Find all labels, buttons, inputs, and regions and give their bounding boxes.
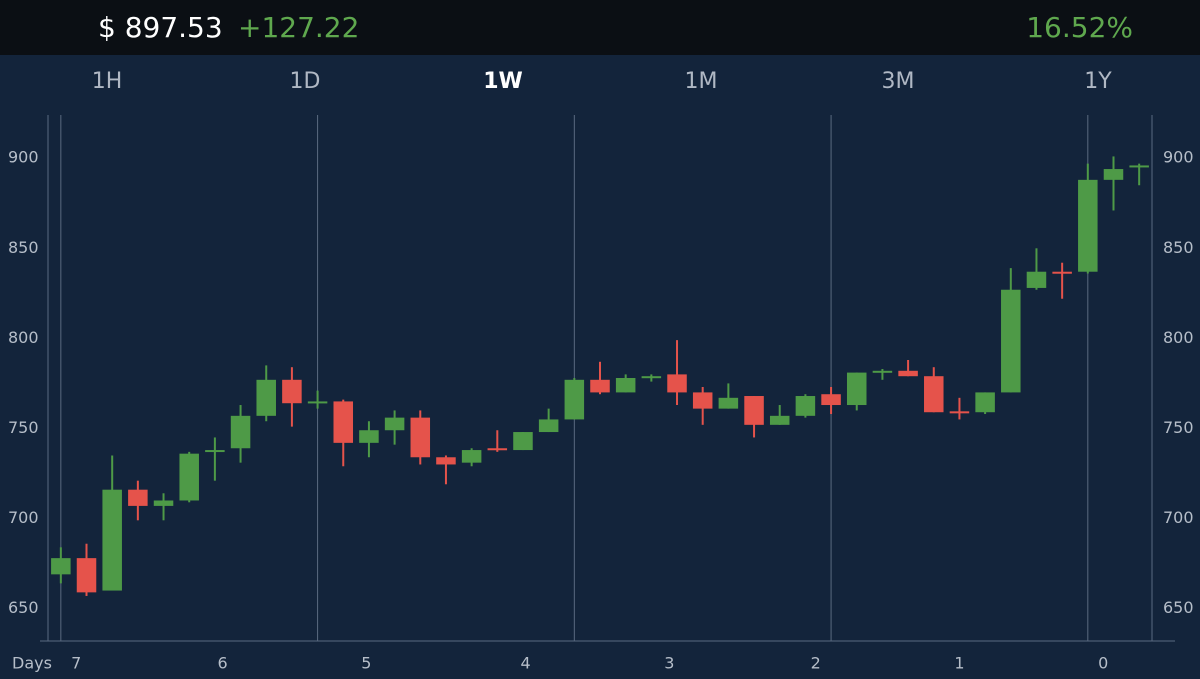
- candle-body: [975, 392, 995, 413]
- candle-body: [179, 453, 199, 501]
- candle-body: [513, 432, 533, 451]
- header-bar: [0, 0, 1200, 55]
- candle-body: [1026, 271, 1047, 288]
- candle-body: [102, 489, 122, 591]
- percent: 16.52%: [1026, 11, 1133, 44]
- candle-body: [230, 415, 251, 449]
- candle-body: [564, 379, 585, 420]
- candle-body: [872, 370, 893, 373]
- candle-body: [436, 457, 456, 465]
- candle-body: [846, 372, 867, 406]
- candle-body: [1052, 271, 1072, 274]
- candle-body: [128, 489, 148, 506]
- y-tick-label: 800: [8, 328, 39, 347]
- candle-body: [359, 430, 379, 443]
- tab[interactable]: 1W: [483, 69, 523, 94]
- candle-body: [384, 417, 405, 431]
- x-tick-label: 6: [217, 654, 227, 673]
- x-axis-label: Days: [12, 654, 52, 673]
- candle-body: [898, 370, 918, 377]
- y-tick-label: 900: [8, 148, 39, 167]
- y-tick-label-right: 900: [1163, 148, 1194, 167]
- y-tick-label: 650: [8, 598, 39, 617]
- x-tick-label: 1: [954, 654, 964, 673]
- x-tick-label: 2: [811, 654, 821, 673]
- candle-body: [205, 450, 225, 453]
- candle-body: [1129, 165, 1149, 168]
- candle-body: [744, 396, 764, 425]
- price: $ 897.53: [98, 11, 223, 44]
- candle-body: [76, 558, 97, 593]
- candle-body: [1001, 289, 1021, 393]
- change: +127.22: [238, 11, 359, 44]
- candle-body: [461, 450, 482, 463]
- y-tick-label-right: 650: [1163, 598, 1194, 617]
- y-tick-label-right: 700: [1163, 508, 1194, 527]
- y-tick-label-right: 850: [1163, 238, 1194, 257]
- candle-body: [1078, 179, 1098, 272]
- candle-body: [153, 500, 174, 506]
- y-tick-label-right: 750: [1163, 418, 1194, 437]
- candle-body: [795, 396, 816, 416]
- y-tick-label: 850: [8, 238, 39, 257]
- x-tick-label: 5: [361, 654, 371, 673]
- tab[interactable]: 1D: [290, 69, 321, 94]
- tab[interactable]: 3M: [882, 69, 915, 94]
- candle-body: [641, 376, 662, 379]
- candle-body: [667, 374, 687, 393]
- tab[interactable]: 1H: [92, 69, 123, 94]
- y-tick-label: 750: [8, 418, 39, 437]
- candle-body: [282, 379, 302, 404]
- x-tick-label: 0: [1098, 654, 1108, 673]
- candle-body: [307, 401, 328, 404]
- x-tick-label: 7: [71, 654, 81, 673]
- candle-body: [590, 379, 610, 393]
- candle-body: [718, 397, 739, 409]
- tab[interactable]: 1Y: [1084, 69, 1112, 94]
- candle-body: [615, 378, 636, 393]
- candle-body: [949, 411, 970, 414]
- x-tick-label: 4: [520, 654, 530, 673]
- y-tick-label: 700: [8, 508, 39, 527]
- candle-body: [821, 394, 841, 406]
- candle-body: [487, 448, 508, 451]
- tab-bar: 1H 1D 1W 1M 3M 1Y: [92, 69, 1113, 94]
- candle-body: [924, 376, 944, 413]
- candle-body: [256, 379, 276, 416]
- y-tick-label-right: 800: [1163, 328, 1194, 347]
- tab[interactable]: 1M: [685, 69, 718, 94]
- candle-body: [538, 419, 559, 433]
- candle-body: [692, 392, 713, 409]
- candle-body: [51, 558, 71, 575]
- x-tick-label: 3: [664, 654, 674, 673]
- candle-body: [410, 417, 431, 458]
- candle-body: [1103, 169, 1124, 180]
- candle-body: [333, 401, 354, 443]
- candle-body: [769, 415, 790, 425]
